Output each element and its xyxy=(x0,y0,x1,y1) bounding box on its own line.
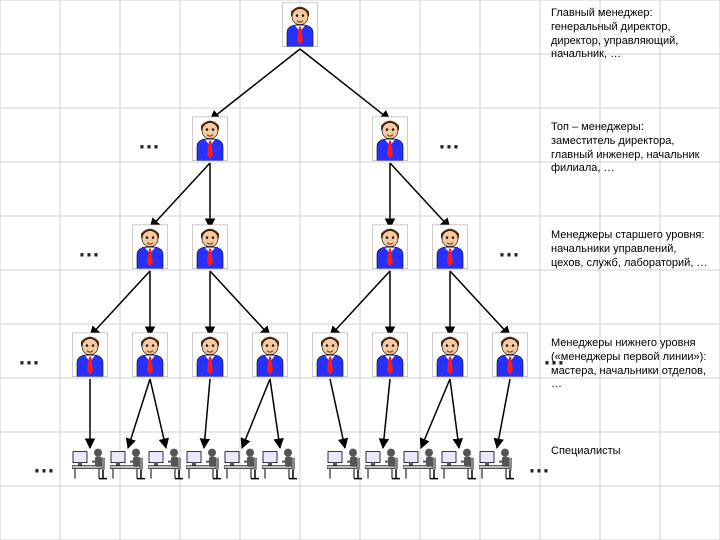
edge xyxy=(150,379,166,448)
manager-node xyxy=(192,333,228,382)
specialist-node xyxy=(186,446,222,485)
edge xyxy=(270,379,280,448)
manager-icon xyxy=(132,333,168,377)
manager-node xyxy=(312,333,348,382)
specialist-icon xyxy=(224,446,260,480)
manager-icon xyxy=(492,333,528,377)
specialist-node xyxy=(441,446,477,485)
manager-node xyxy=(132,333,168,382)
manager-node xyxy=(372,117,408,166)
specialist-node xyxy=(262,446,298,485)
specialist-node xyxy=(224,446,260,485)
level-label: Менеджеры старшего уровня: начальники уп… xyxy=(547,227,715,272)
specialist-node xyxy=(403,446,439,485)
level-label: Специалисты xyxy=(547,443,715,461)
manager-icon xyxy=(132,225,168,269)
manager-node xyxy=(132,225,168,274)
manager-icon xyxy=(282,3,318,47)
edge xyxy=(204,379,210,448)
manager-icon xyxy=(372,333,408,377)
manager-icon xyxy=(372,117,408,161)
manager-node xyxy=(282,3,318,52)
ellipsis: … xyxy=(498,235,522,263)
specialist-node xyxy=(365,446,401,485)
edge xyxy=(497,379,510,448)
edge xyxy=(390,163,450,228)
level-label: Топ – менеджеры: заместитель директора, … xyxy=(547,119,715,178)
edge xyxy=(300,49,390,120)
specialist-node xyxy=(72,446,108,485)
specialist-icon xyxy=(110,446,146,480)
ellipsis: … xyxy=(438,127,462,155)
ellipsis: … xyxy=(78,235,102,263)
edge xyxy=(242,379,270,448)
edge xyxy=(90,271,150,336)
manager-node xyxy=(192,117,228,166)
manager-icon xyxy=(192,225,228,269)
manager-icon xyxy=(192,117,228,161)
edge xyxy=(150,163,210,228)
ellipsis: … xyxy=(33,451,57,479)
manager-node xyxy=(432,225,468,274)
manager-node xyxy=(72,333,108,382)
manager-icon xyxy=(312,333,348,377)
ellipsis: … xyxy=(138,127,162,155)
specialist-icon xyxy=(148,446,184,480)
edge xyxy=(450,271,510,336)
manager-icon xyxy=(372,225,408,269)
edge xyxy=(383,379,390,448)
specialist-node xyxy=(110,446,146,485)
manager-icon xyxy=(432,333,468,377)
manager-icon xyxy=(252,333,288,377)
manager-node xyxy=(432,333,468,382)
manager-node xyxy=(192,225,228,274)
specialist-node xyxy=(327,446,363,485)
edge xyxy=(128,379,150,448)
manager-icon xyxy=(72,333,108,377)
specialist-icon xyxy=(441,446,477,480)
level-label: Менеджеры нижнего уровня («менеджеры пер… xyxy=(547,335,715,394)
edge xyxy=(330,379,345,448)
specialist-node xyxy=(148,446,184,485)
manager-node xyxy=(372,225,408,274)
edge xyxy=(210,271,270,336)
specialist-icon xyxy=(479,446,515,480)
org-chart: …… xyxy=(0,0,720,540)
manager-icon xyxy=(432,225,468,269)
specialist-icon xyxy=(186,446,222,480)
edge xyxy=(210,49,300,120)
specialist-icon xyxy=(262,446,298,480)
specialist-icon xyxy=(403,446,439,480)
specialist-icon xyxy=(365,446,401,480)
specialist-icon xyxy=(327,446,363,480)
specialist-node xyxy=(479,446,515,485)
ellipsis: … xyxy=(18,343,42,371)
manager-node xyxy=(492,333,528,382)
edge xyxy=(421,379,450,448)
manager-node xyxy=(252,333,288,382)
specialist-icon xyxy=(72,446,108,480)
manager-icon xyxy=(192,333,228,377)
edge xyxy=(330,271,390,336)
edge xyxy=(450,379,459,448)
level-label: Главный менеджер: генеральный директор, … xyxy=(547,5,715,64)
manager-node xyxy=(372,333,408,382)
